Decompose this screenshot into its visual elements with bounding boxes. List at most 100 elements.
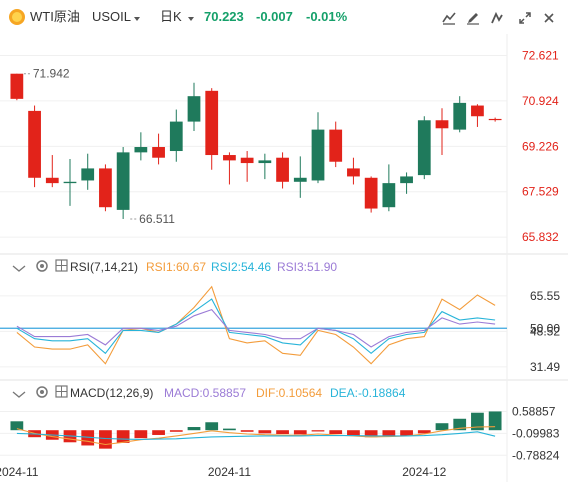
rsi-axis-label: 65.55 (530, 289, 560, 303)
candle-body (329, 129, 343, 162)
symbol-code[interactable]: USOIL (92, 9, 132, 24)
candle-body (28, 110, 41, 178)
macd-bar (453, 418, 467, 431)
candle-body (10, 73, 24, 99)
x-axis-label: 2024-11 (0, 465, 39, 479)
chart-area: 72.621 70.924 69.226 67.529 65.832 71.942 66.… (0, 34, 568, 482)
macd-bar (10, 421, 24, 431)
candle-body (311, 129, 325, 181)
macd-bar (258, 430, 272, 434)
candle-body (63, 181, 77, 184)
candle-body (347, 168, 360, 177)
macd-value: MACD:0.58857 (164, 386, 246, 400)
price-axis-label: 72.621 (522, 48, 559, 62)
x-axis-label: 2024-11 (208, 465, 251, 479)
dif-value: DIF:0.10564 (256, 386, 322, 400)
macd-header: MACD(12,26,9) MACD:0.58857 DIF:0.10564 D… (12, 385, 406, 400)
rsi-axis-label: 50.00 (530, 321, 560, 335)
candle-body (488, 118, 502, 121)
macd-bar (471, 412, 484, 431)
macd-axis-label: -0.78824 (512, 448, 560, 462)
macd-bar (152, 430, 165, 435)
candle-body (276, 157, 289, 182)
macd-bar (99, 430, 112, 449)
macd-bar (276, 430, 289, 435)
price-annotation: 71.942 (33, 67, 70, 81)
macd-bar (169, 430, 183, 432)
rsi-axis-label: 48.52 (530, 324, 560, 338)
macd-bar (417, 430, 431, 434)
macd-axis-label: -0.09983 (512, 426, 560, 440)
rsi-header: RSI(7,14,21) RSI1:60.67 RSI2:54.46 RSI3:… (12, 259, 337, 274)
macd-title: MACD(12,26,9) (70, 386, 153, 400)
last-price: 70.223 (204, 9, 244, 24)
candle-body (169, 121, 183, 152)
rsi-title: RSI(7,14,21) (70, 260, 138, 274)
indicator-grid-icon[interactable] (55, 259, 68, 272)
rsi1-line (16, 285, 496, 365)
rsi-axis-label: 31.49 (530, 360, 560, 374)
macd-bar (223, 428, 236, 431)
hide-icon[interactable] (12, 391, 26, 398)
macd-bar (364, 430, 378, 438)
hide-icon[interactable] (12, 265, 26, 272)
rsi3-line (16, 308, 496, 348)
price-axis-label: 69.226 (522, 139, 559, 153)
rsi2-value: RSI2:54.46 (211, 260, 271, 274)
candle-body (417, 120, 431, 176)
candle-body (453, 102, 467, 130)
pen-icon[interactable] (462, 8, 484, 28)
price-axis-label: 70.924 (522, 94, 559, 108)
indicator-grid-icon[interactable] (55, 385, 68, 398)
close-icon[interactable] (538, 8, 560, 28)
candle-body (45, 177, 59, 184)
macd-bar (187, 427, 201, 431)
macd-bar (134, 430, 148, 439)
price-axis-label: 65.832 (522, 230, 559, 244)
macd-bar (400, 430, 413, 436)
dea-value: DEA:-0.18864 (330, 386, 406, 400)
candle-body (205, 90, 219, 156)
macd-bar (347, 430, 360, 436)
x-axis-label: 2024-12 (402, 465, 446, 479)
candle-body (364, 177, 378, 209)
candle-body (134, 147, 148, 153)
macd-bar (240, 430, 254, 432)
macd-bar (329, 430, 343, 435)
macd-bar (435, 423, 449, 431)
macd-dif-line (16, 426, 496, 446)
candle-body (258, 160, 272, 164)
candle-body (382, 183, 396, 208)
rsi3-value: RSI3:51.90 (277, 260, 337, 274)
candle-body (81, 168, 95, 181)
candle-body (187, 96, 201, 122)
macd-dea-line (16, 431, 496, 440)
chevron-down-icon[interactable] (133, 11, 141, 27)
candle-body (293, 177, 307, 182)
candle-body (99, 168, 112, 208)
rsi1-value: RSI1:60.67 (146, 260, 206, 274)
macd-bar (293, 430, 307, 435)
macd-bar (205, 422, 219, 431)
period-selector[interactable]: 日K (160, 9, 182, 24)
expand-icon[interactable] (514, 8, 536, 28)
settings-icon[interactable] (36, 386, 48, 398)
macd-bar (488, 411, 502, 431)
candle-body (152, 147, 165, 158)
candle-body (435, 120, 449, 129)
symbol-name[interactable]: WTI原油 (30, 9, 80, 24)
chart-header: WTI原油 USOIL 日K 70.223 -0.007 -0.01% (0, 0, 568, 34)
indicator-icon[interactable] (486, 8, 508, 28)
price-axis-label: 67.529 (522, 185, 559, 199)
candle-body (223, 155, 236, 161)
settings-icon[interactable] (36, 260, 48, 272)
coin-icon (8, 8, 26, 30)
candle-body (240, 157, 254, 164)
candle-body (471, 105, 484, 117)
draw-line-icon[interactable] (438, 8, 460, 28)
price-annotation: 66.511 (139, 212, 175, 226)
candle-body (116, 152, 130, 210)
macd-bar (382, 430, 396, 437)
candle-body (400, 176, 413, 184)
chevron-down-icon[interactable] (187, 11, 195, 27)
